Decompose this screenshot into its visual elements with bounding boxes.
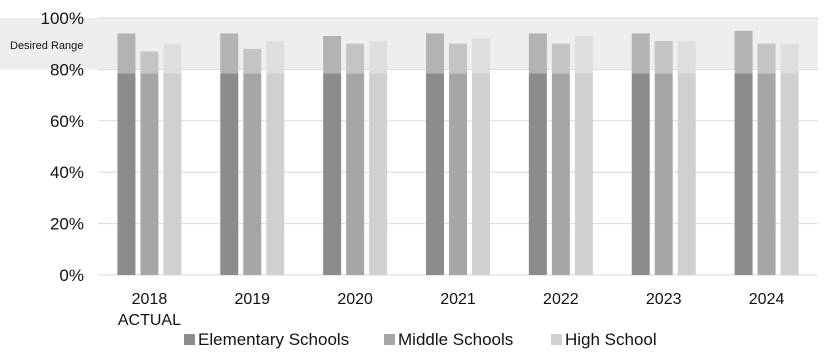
bar-base xyxy=(472,73,490,276)
bar-upper xyxy=(472,38,490,74)
bar xyxy=(528,33,547,276)
bar-base xyxy=(449,73,467,276)
bar-upper xyxy=(449,43,467,74)
bar-base xyxy=(369,73,388,276)
bar xyxy=(654,41,673,276)
bar-upper xyxy=(551,43,570,74)
bar-base xyxy=(574,73,593,276)
bar xyxy=(266,41,285,276)
bar-base xyxy=(346,73,365,276)
bar-upper xyxy=(346,43,365,74)
bar-base xyxy=(117,73,136,276)
bar xyxy=(346,43,365,276)
bar-base xyxy=(734,73,753,276)
bar-base xyxy=(528,73,547,276)
bar-upper xyxy=(654,41,673,74)
legend-item: Elementary Schools xyxy=(184,330,349,349)
legend-label: Middle Schools xyxy=(398,330,513,349)
x-axis-labels: 2018 ACTUAL 2019 2020 2021 2022 2023 2024 xyxy=(118,291,785,329)
y-tick-label: 60% xyxy=(50,112,84,131)
y-tick-label: 40% xyxy=(50,163,84,182)
bar xyxy=(757,43,776,276)
bar-upper xyxy=(163,43,182,74)
x-tick-label: 2018 xyxy=(132,291,168,308)
bar xyxy=(631,33,650,276)
bar-upper xyxy=(369,41,388,74)
desired-range-label: Desired Range xyxy=(10,40,83,52)
bar-base xyxy=(266,73,285,276)
bar-base xyxy=(654,73,673,276)
bar-base xyxy=(426,73,444,276)
bar-upper xyxy=(220,33,239,74)
x-tick-label: 2020 xyxy=(337,291,373,308)
x-tick-sublabel: ACTUAL xyxy=(118,312,181,329)
bar-upper xyxy=(528,33,547,74)
bar-upper xyxy=(426,33,444,74)
bar-upper xyxy=(323,35,342,74)
bar-upper xyxy=(266,41,285,74)
bar xyxy=(780,43,799,276)
bar xyxy=(117,33,136,276)
x-tick-label: 2021 xyxy=(440,291,476,308)
bar-base xyxy=(163,73,182,276)
y-tick-label: 0% xyxy=(59,266,84,285)
bar-upper xyxy=(757,43,776,74)
bar xyxy=(369,41,388,276)
bar-base xyxy=(631,73,650,276)
bar-upper xyxy=(140,51,159,74)
bar xyxy=(220,33,239,276)
bar-upper xyxy=(677,41,696,74)
bar-base xyxy=(323,73,342,276)
bar-base xyxy=(757,73,776,276)
bar xyxy=(734,30,753,276)
bar xyxy=(449,43,467,276)
bar-base xyxy=(243,73,262,276)
bar-base xyxy=(677,73,696,276)
x-tick-label: 2023 xyxy=(646,291,682,308)
bar xyxy=(574,35,593,276)
y-tick-label: 20% xyxy=(50,215,84,234)
legend-label: High School xyxy=(565,330,657,349)
bar-upper xyxy=(734,30,753,74)
bar-upper xyxy=(117,33,136,74)
bar xyxy=(426,33,444,276)
bar-upper xyxy=(243,48,262,74)
legend: Elementary Schools Middle Schools High Sch… xyxy=(184,330,657,349)
legend-swatch xyxy=(384,334,395,345)
x-tick-label: 2022 xyxy=(543,291,579,308)
y-tick-label: 80% xyxy=(50,60,84,79)
legend-swatch xyxy=(551,334,562,345)
bar xyxy=(140,51,159,276)
bars xyxy=(117,30,799,276)
bar-base xyxy=(140,73,159,276)
bar-upper xyxy=(780,43,799,74)
x-tick-label: 2024 xyxy=(749,291,785,308)
bar xyxy=(472,38,490,276)
bar xyxy=(163,43,182,276)
bar-base xyxy=(780,73,799,276)
bar xyxy=(551,43,570,276)
legend-label: Elementary Schools xyxy=(198,330,349,349)
y-axis-ticks: 0% 20% 40% 60% 80% 100% xyxy=(41,9,84,285)
x-tick-label: 2019 xyxy=(234,291,270,308)
bar xyxy=(243,48,262,276)
y-tick-label: 100% xyxy=(41,9,84,28)
bar xyxy=(323,35,342,276)
bar-base xyxy=(220,73,239,276)
bar-upper xyxy=(631,33,650,74)
legend-item: Middle Schools xyxy=(384,330,513,349)
bar xyxy=(677,41,696,276)
legend-item: High School xyxy=(551,330,657,349)
bar-upper xyxy=(574,35,593,74)
bar-base xyxy=(551,73,570,276)
legend-swatch xyxy=(184,334,195,345)
